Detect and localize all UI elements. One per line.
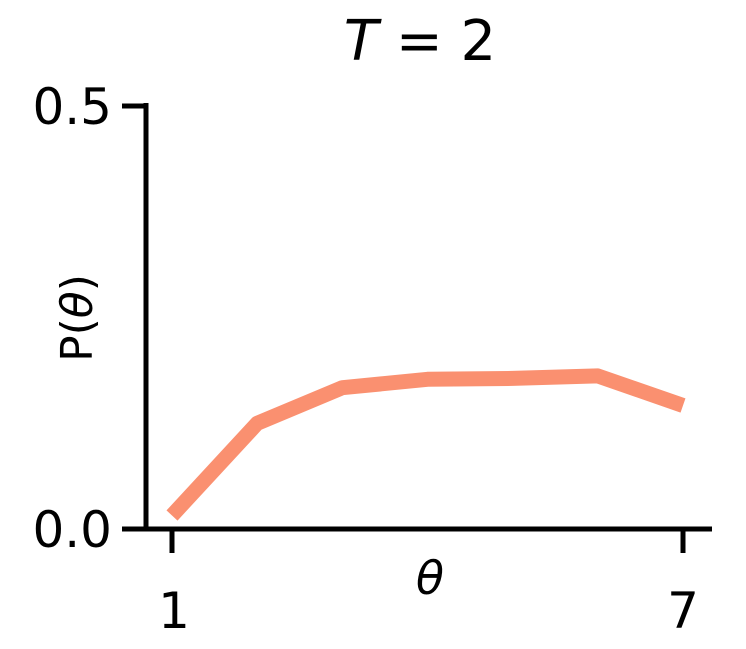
y-tick-label-bottom: 0.0: [32, 501, 112, 559]
y-label-variable: θ: [52, 291, 103, 318]
y-axis-label: P(θ): [52, 274, 103, 362]
y-tick-label-top: 0.5: [32, 78, 112, 136]
x-tick-label-left: 1: [158, 582, 190, 640]
title-value: = 2: [378, 9, 496, 74]
x-tick-label-right: 7: [667, 582, 699, 640]
y-label-prefix: P(: [52, 318, 103, 362]
y-label-suffix: ): [52, 274, 103, 291]
chart-title: T = 2: [344, 9, 496, 74]
title-variable: T: [344, 9, 382, 74]
series-line: [166, 368, 686, 521]
x-axis-label: θ: [416, 551, 444, 605]
